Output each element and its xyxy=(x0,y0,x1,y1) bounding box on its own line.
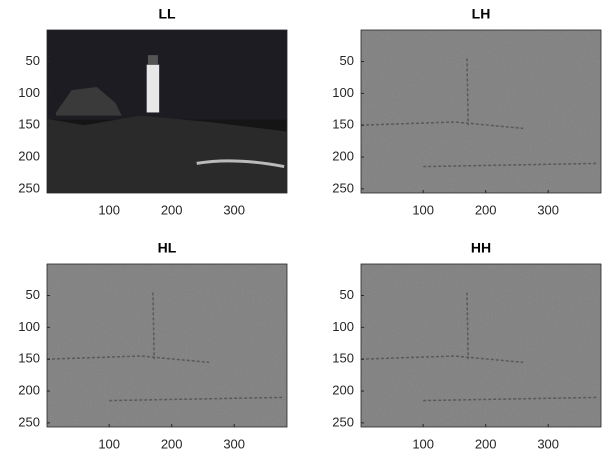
x-tick-label: 100 xyxy=(412,436,434,451)
house xyxy=(56,86,122,116)
x-tick-label: 300 xyxy=(223,436,245,451)
edges xyxy=(360,292,599,402)
y-tick-label: 100 xyxy=(18,319,40,334)
x-tick-label: 200 xyxy=(475,436,497,451)
y-tick-label: 200 xyxy=(332,148,354,163)
surf xyxy=(196,159,285,169)
lantern xyxy=(147,55,158,65)
x-tick-label: 200 xyxy=(475,202,497,217)
image xyxy=(47,30,287,193)
axes-box xyxy=(46,29,288,194)
image-texture xyxy=(47,264,287,427)
y-tick-label: 200 xyxy=(18,148,40,163)
x-tick-label: 200 xyxy=(161,436,183,451)
x-tick-label: 300 xyxy=(537,436,559,451)
x-tick-label: 300 xyxy=(537,202,559,217)
y-tick-label: 200 xyxy=(18,382,40,397)
subplot-title: HH xyxy=(471,240,491,256)
y-tick-label: 250 xyxy=(18,414,40,429)
y-tick-label: 100 xyxy=(332,319,354,334)
y-tick-label: 250 xyxy=(18,180,40,195)
y-tick-label: 250 xyxy=(332,414,354,429)
y-tick-label: 250 xyxy=(332,180,354,195)
subplot-title: HL xyxy=(158,240,177,256)
x-tick-label: 200 xyxy=(161,202,183,217)
image-texture xyxy=(361,264,601,427)
y-tick-label: 150 xyxy=(332,117,354,132)
image xyxy=(360,30,601,193)
rocks xyxy=(47,115,287,193)
y-tick-label: 50 xyxy=(340,53,354,68)
y-tick-label: 150 xyxy=(332,351,354,366)
axes-box xyxy=(360,263,602,428)
y-tick-label: 50 xyxy=(340,287,354,302)
edges xyxy=(46,292,285,402)
x-tick-label: 100 xyxy=(412,202,434,217)
y-tick-label: 150 xyxy=(18,351,40,366)
x-tick-label: 300 xyxy=(223,202,245,217)
y-tick-label: 150 xyxy=(18,117,40,132)
image-texture xyxy=(361,30,601,193)
subplot-title: LH xyxy=(472,6,491,22)
axes-box xyxy=(360,29,602,194)
y-tick-label: 50 xyxy=(26,53,40,68)
image xyxy=(46,264,287,427)
y-tick-label: 100 xyxy=(18,85,40,100)
y-tick-label: 200 xyxy=(332,382,354,397)
y-tick-label: 100 xyxy=(332,85,354,100)
subplot-title: LL xyxy=(158,6,176,22)
tower xyxy=(146,64,160,113)
x-tick-label: 100 xyxy=(98,436,120,451)
y-tick-label: 50 xyxy=(26,287,40,302)
edges xyxy=(360,58,599,168)
x-tick-label: 100 xyxy=(98,202,120,217)
axes-box xyxy=(46,263,288,428)
image xyxy=(360,264,601,427)
